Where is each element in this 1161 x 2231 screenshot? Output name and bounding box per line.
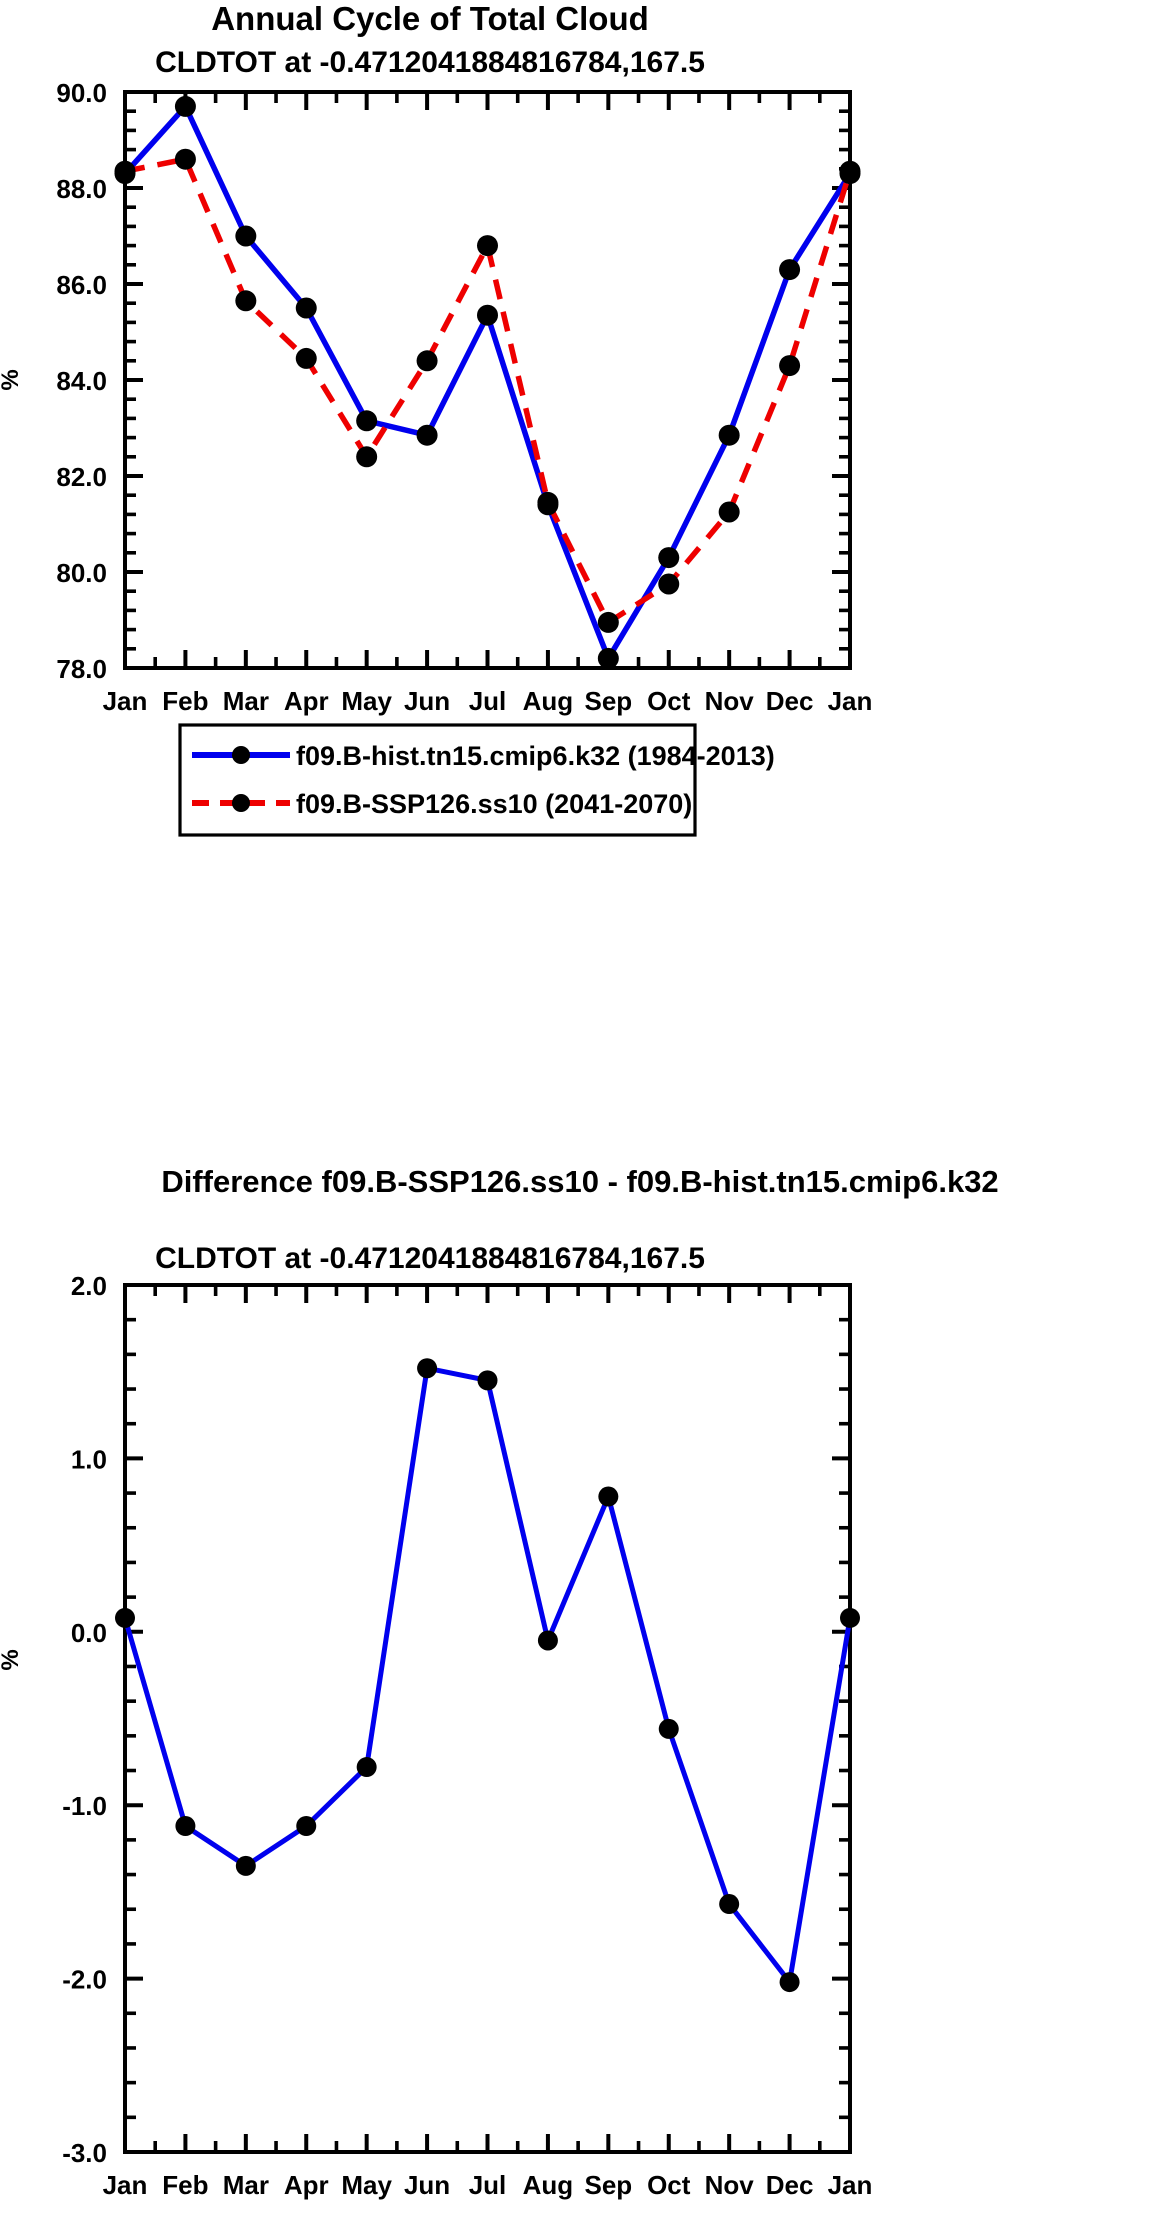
legend-marker-icon bbox=[232, 746, 250, 764]
data-point-marker bbox=[235, 290, 257, 312]
x-tick-label: Jan bbox=[103, 686, 148, 716]
data-point-marker bbox=[416, 424, 438, 446]
data-point-marker bbox=[719, 1894, 740, 1915]
data-point-marker bbox=[597, 611, 619, 633]
data-point-marker bbox=[356, 410, 378, 432]
data-point-marker bbox=[477, 1370, 498, 1391]
x-tick-label: Jan bbox=[828, 2170, 873, 2200]
data-point-marker bbox=[477, 304, 498, 326]
x-tick-label: Dec bbox=[766, 2170, 814, 2200]
data-point-marker bbox=[658, 573, 680, 595]
x-tick-label: Apr bbox=[284, 686, 329, 716]
data-point-marker bbox=[779, 1972, 800, 1993]
data-point-marker bbox=[537, 491, 559, 513]
y-tick-label: 1.0 bbox=[71, 1444, 107, 1474]
top-y-tick-labels: 78.0 80.0 82.0 84.0 86.0 88.0 90.0 bbox=[56, 78, 107, 684]
legend-marker-icon bbox=[232, 794, 250, 812]
data-point-marker bbox=[839, 160, 861, 182]
data-point-marker bbox=[295, 347, 317, 369]
x-tick-label: May bbox=[341, 2170, 392, 2200]
data-point-marker bbox=[658, 1718, 679, 1739]
y-tick-label: 90.0 bbox=[56, 78, 107, 108]
x-tick-label: Oct bbox=[647, 686, 691, 716]
data-point-marker bbox=[779, 355, 801, 377]
x-tick-label: Apr bbox=[284, 2170, 329, 2200]
y-tick-label: 86.0 bbox=[56, 270, 107, 300]
difference-chart-title: Difference f09.B-SSP126.ss10 - f09.B-his… bbox=[161, 1164, 998, 1199]
x-tick-label: Oct bbox=[647, 2170, 691, 2200]
difference-chart-subtitle: CLDTOT at -0.4712041884816784,167.5 bbox=[155, 1242, 705, 1275]
y-tick-label: -1.0 bbox=[62, 1791, 107, 1821]
data-point-marker bbox=[718, 501, 740, 523]
data-point-marker bbox=[356, 1757, 377, 1778]
data-point-marker bbox=[356, 446, 378, 468]
data-point-marker bbox=[537, 1630, 558, 1651]
data-point-marker bbox=[175, 1816, 196, 1837]
y-tick-label: 2.0 bbox=[71, 1271, 107, 1301]
x-tick-label: Feb bbox=[162, 686, 208, 716]
data-point-marker bbox=[174, 148, 196, 170]
x-tick-label: Jan bbox=[828, 686, 873, 716]
x-tick-label: Mar bbox=[223, 2170, 269, 2200]
x-tick-label: Jan bbox=[103, 2170, 148, 2200]
y-tick-label: 84.0 bbox=[56, 366, 107, 396]
x-tick-label: Nov bbox=[705, 2170, 755, 2200]
data-point-marker bbox=[235, 1855, 256, 1876]
bottom-chart-plot-area bbox=[115, 1358, 860, 1993]
x-tick-label: Sep bbox=[584, 686, 632, 716]
x-tick-label: Dec bbox=[766, 686, 814, 716]
data-point-marker bbox=[598, 1486, 619, 1507]
data-point-marker bbox=[174, 95, 196, 117]
x-tick-label: Feb bbox=[162, 2170, 208, 2200]
y-tick-label: 78.0 bbox=[56, 654, 107, 684]
bottom-y-axis-label: % bbox=[0, 1649, 24, 1670]
data-point-marker bbox=[416, 350, 438, 372]
top-x-tick-labels: Jan Feb Mar Apr May Jun Jul Aug Sep Oct Nov Dec Jan bbox=[103, 686, 873, 716]
data-point-marker bbox=[115, 1607, 135, 1628]
x-tick-label: May bbox=[341, 686, 392, 716]
x-tick-label: Jul bbox=[469, 686, 507, 716]
data-point-marker bbox=[779, 259, 801, 281]
x-tick-label: Aug bbox=[523, 686, 574, 716]
y-tick-label: -3.0 bbox=[62, 2138, 107, 2168]
data-point-marker bbox=[658, 547, 680, 569]
data-point-marker bbox=[597, 647, 619, 669]
legend-item-label: f09.B-SSP126.ss10 (2041-2070) bbox=[296, 789, 692, 819]
x-tick-label: Jun bbox=[404, 2170, 450, 2200]
y-tick-label: 82.0 bbox=[56, 462, 107, 492]
bottom-y-tick-labels: -3.0 -2.0 -1.0 0.0 1.0 2.0 bbox=[62, 1271, 107, 2168]
data-point-marker bbox=[477, 235, 498, 257]
data-point-marker bbox=[114, 160, 136, 182]
x-tick-label: Jun bbox=[404, 686, 450, 716]
bottom-chart-axes bbox=[123, 1283, 852, 2154]
top-y-axis-label: % bbox=[0, 369, 24, 390]
x-tick-label: Jul bbox=[469, 2170, 507, 2200]
legend-item-label: f09.B-hist.tn15.cmip6.k32 (1984-2013) bbox=[296, 741, 775, 771]
legend: f09.B-hist.tn15.cmip6.k32 (1984-2013) f09… bbox=[178, 723, 775, 837]
data-point-marker bbox=[235, 225, 257, 247]
y-tick-label: 88.0 bbox=[56, 174, 107, 204]
top-chart-subtitle: CLDTOT at -0.4712041884816784,167.5 bbox=[155, 46, 705, 79]
x-tick-label: Nov bbox=[705, 686, 755, 716]
x-tick-label: Sep bbox=[584, 2170, 632, 2200]
x-tick-label: Mar bbox=[223, 686, 269, 716]
y-tick-label: -2.0 bbox=[62, 1965, 107, 1995]
data-point-marker bbox=[295, 297, 317, 319]
data-point-marker bbox=[417, 1358, 438, 1379]
top-chart-plot-area bbox=[114, 95, 861, 669]
y-tick-label: 80.0 bbox=[56, 558, 107, 588]
bottom-x-tick-labels: Jan Feb Mar Apr May Jun Jul Aug Sep Oct Nov Dec Jan bbox=[103, 2170, 873, 2200]
data-point-marker bbox=[840, 1607, 860, 1628]
data-point-marker bbox=[296, 1816, 317, 1837]
top-chart-title: Annual Cycle of Total Cloud bbox=[211, 0, 649, 37]
data-point-marker bbox=[718, 424, 740, 446]
x-tick-label: Aug bbox=[523, 2170, 574, 2200]
y-tick-label: 0.0 bbox=[71, 1618, 107, 1648]
